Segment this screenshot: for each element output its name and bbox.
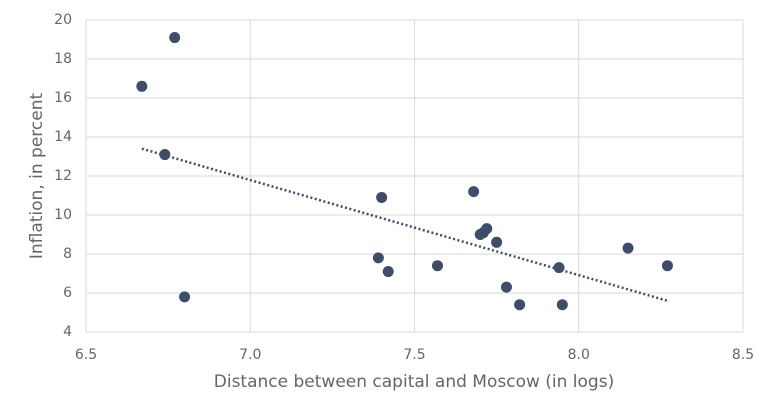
point (376, 191, 388, 203)
point (382, 266, 394, 278)
x-axis-title: Distance between capital and Moscow (in … (214, 372, 614, 392)
point (553, 262, 565, 274)
point (159, 149, 171, 161)
point (622, 242, 634, 254)
point (431, 260, 443, 272)
x-tick-label: 7.0 (239, 347, 261, 363)
x-tick-label: 8.0 (568, 347, 590, 363)
point (661, 260, 673, 272)
y-tick-label: 6 (63, 285, 72, 301)
y-axis-title: Inflation, in percent (27, 93, 47, 260)
point (500, 281, 512, 293)
x-tick-label: 8.5 (732, 347, 754, 363)
y-tick-label: 8 (63, 246, 72, 262)
y-tick-label: 18 (54, 51, 72, 67)
trendline (141, 147, 668, 303)
y-tick-label: 4 (63, 324, 72, 340)
point (556, 299, 568, 311)
point (491, 236, 503, 248)
point (481, 223, 493, 235)
y-tick-label: 16 (54, 90, 72, 106)
x-tick-label: 7.5 (403, 347, 425, 363)
point (169, 32, 181, 44)
y-tick-label: 20 (54, 12, 72, 28)
point (514, 299, 526, 311)
y-tick-label: 14 (54, 129, 72, 145)
point (136, 80, 148, 92)
x-tick-label: 6.5 (75, 347, 97, 363)
y-tick-label: 10 (54, 207, 72, 223)
y-tick-label: 12 (54, 168, 72, 184)
point (372, 252, 384, 264)
point (468, 186, 480, 198)
point (179, 291, 191, 303)
